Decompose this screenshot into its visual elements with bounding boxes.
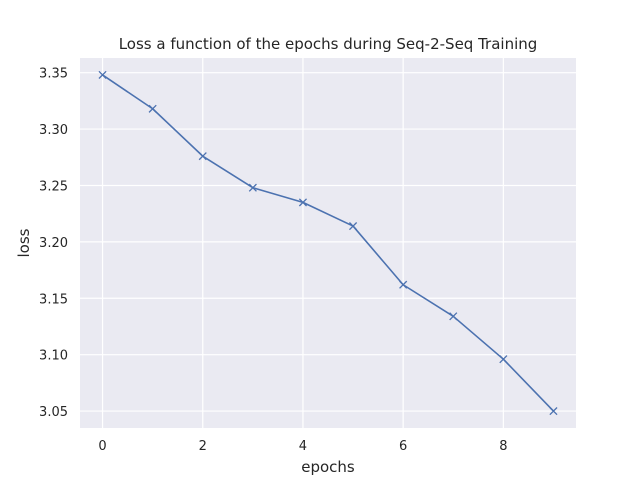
- y-tick-label: 3.30: [39, 123, 68, 138]
- x-tick-label: 2: [199, 439, 207, 454]
- chart-title: Loss a function of the epochs during Seq…: [119, 35, 538, 53]
- data-point-marker: [549, 407, 558, 416]
- data-point-marker: [348, 222, 358, 231]
- x-tick-label: 0: [98, 439, 106, 454]
- x-grid: [101, 58, 504, 428]
- plot-area: [80, 58, 576, 428]
- y-tick-label: 3.35: [39, 67, 68, 82]
- y-tick-label: 3.20: [39, 236, 68, 251]
- x-tick-label: 8: [499, 439, 507, 454]
- y-tick-label: 3.15: [39, 292, 68, 307]
- data-point-marker: [399, 280, 408, 289]
- data-point-marker: [298, 198, 308, 207]
- data-point-marker: [449, 312, 458, 321]
- x-tick-label: 6: [399, 439, 407, 454]
- x-axis-label: epochs: [301, 458, 355, 476]
- x-tick-label: 4: [299, 439, 307, 454]
- series-group: [102, 74, 555, 412]
- data-point-marker: [98, 70, 107, 79]
- data-point-marker: [148, 104, 157, 113]
- y-axis-label: loss: [15, 228, 33, 257]
- loss-series-line: [102, 74, 555, 412]
- y-tick-label: 3.05: [39, 405, 68, 420]
- y-tick-label: 3.25: [39, 179, 68, 194]
- markers-group: [98, 70, 558, 416]
- data-point-marker: [198, 152, 207, 161]
- y-tick-labels: 3.05 3.10 3.15 3.20 3.25 3.30 3.35: [39, 67, 68, 420]
- y-grid: [80, 72, 576, 412]
- x-tick-labels: 0 2 4 6 8: [98, 439, 507, 454]
- data-point-marker: [499, 355, 508, 364]
- y-tick-label: 3.10: [39, 349, 68, 364]
- data-point-marker: [248, 183, 257, 192]
